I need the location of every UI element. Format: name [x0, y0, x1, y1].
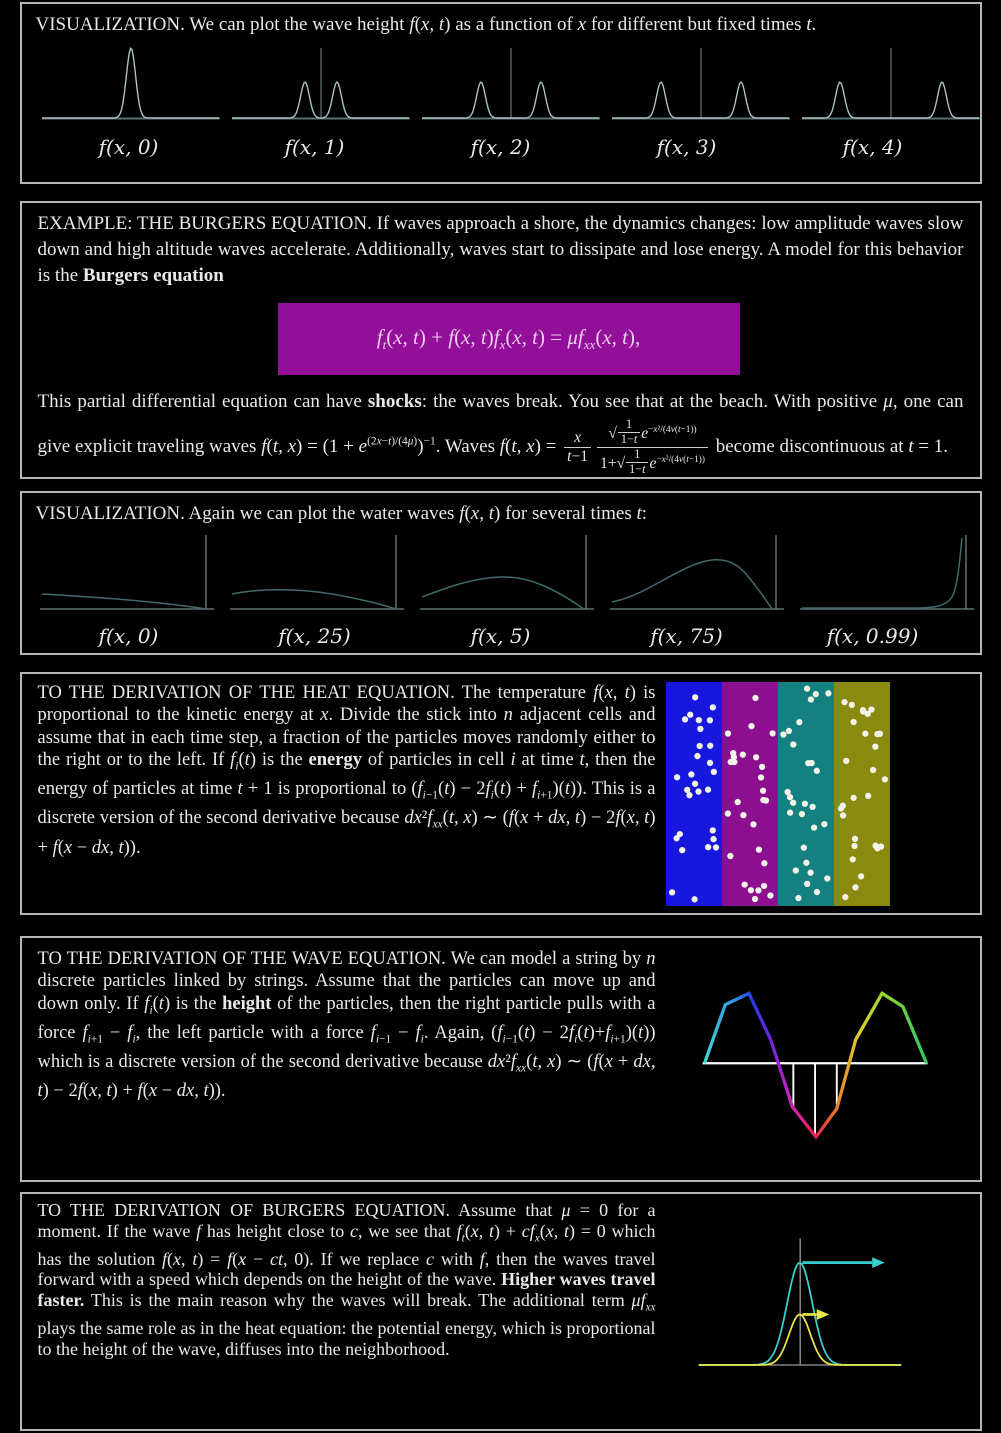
viz1-plot-row: [36, 40, 980, 135]
wave-derivation-text: TO THE DERIVATION OF THE WAVE EQUATION. …: [37, 949, 656, 1102]
section-wave-derivation: TO THE DERIVATION OF THE WAVE EQUATION. …: [19, 936, 982, 1182]
wave-plot-t1: [231, 48, 410, 120]
plot-label: f(x, 3): [656, 135, 717, 159]
section-visualization-burgers: VISUALIZATION. Again we can plot the wat…: [19, 491, 982, 655]
water-plot-t75: [609, 535, 784, 610]
burgers-intro-paragraph: EXAMPLE: THE BURGERS EQUATION. If waves …: [37, 213, 964, 286]
plot-label: f(x, 4): [842, 135, 903, 159]
section-burgers-example: EXAMPLE: THE BURGERS EQUATION. If waves …: [19, 201, 982, 479]
section-burgers-derivation: TO THE DERIVATION OF BURGERS EQUATION. A…: [19, 1192, 982, 1431]
plot-label: f(x, 5): [470, 624, 531, 648]
plot-label: f(x, 75): [650, 624, 723, 648]
section-heat-derivation: TO THE DERIVATION OF THE HEAT EQUATION. …: [19, 672, 982, 915]
burgers-equation-highlight: ft(x, t) + f(x, t)fx(x, t) = μfxx(x, t),: [277, 303, 740, 375]
viz2-title: VISUALIZATION. Again we can plot the wat…: [35, 503, 648, 524]
traveling-bells-figure: [698, 1238, 902, 1366]
heat-figure-wrap: [656, 682, 970, 906]
burgers-equation: ft(x, t) + f(x, t)fx(x, t) = μfxx(x, t),: [376, 324, 641, 353]
water-plot-t5: [419, 535, 594, 610]
viz2-label-row: f(x, 0) f(x, 25) f(x, 5) f(x, 75) f(x, 0…: [36, 624, 966, 648]
plot-label: f(x, 0): [98, 135, 159, 159]
section-visualization-waves: VISUALIZATION. We can plot the wave heig…: [19, 2, 982, 184]
wave-plot-t4: [801, 48, 980, 120]
viz2-plot-row: [36, 529, 974, 624]
wave-figure-wrap: [656, 948, 970, 1170]
water-plot-t25: [229, 535, 404, 610]
plot-label: f(x, 2): [470, 135, 531, 159]
viz1-label-row: f(x, 0) f(x, 1) f(x, 2) f(x, 3) f(x, 4): [36, 135, 966, 159]
viz1-title: VISUALIZATION. We can plot the wave heig…: [35, 14, 817, 35]
wave-plot-t2: [421, 48, 600, 120]
water-plot-t0: [39, 535, 214, 610]
burgers-derivation-text: TO THE DERIVATION OF BURGERS EQUATION. A…: [37, 1200, 656, 1359]
heat-derivation-text: TO THE DERIVATION OF THE HEAT EQUATION. …: [37, 683, 656, 858]
plot-label: f(x, 0): [98, 624, 159, 648]
wave-plot-t3: [611, 48, 790, 120]
string-particles-figure: [702, 991, 928, 1140]
shocks-paragraph: This partial differential equation can h…: [37, 391, 964, 476]
wave-plot-t0: [41, 47, 220, 120]
water-plot-t099: [799, 535, 974, 610]
plot-label: f(x, 1): [284, 135, 345, 159]
traveling-bells-figure-wrap: [656, 1200, 970, 1420]
plot-label: f(x, 0.99): [826, 624, 919, 648]
particle-cells-figure: [665, 682, 890, 906]
plot-label: f(x, 25): [278, 624, 351, 648]
